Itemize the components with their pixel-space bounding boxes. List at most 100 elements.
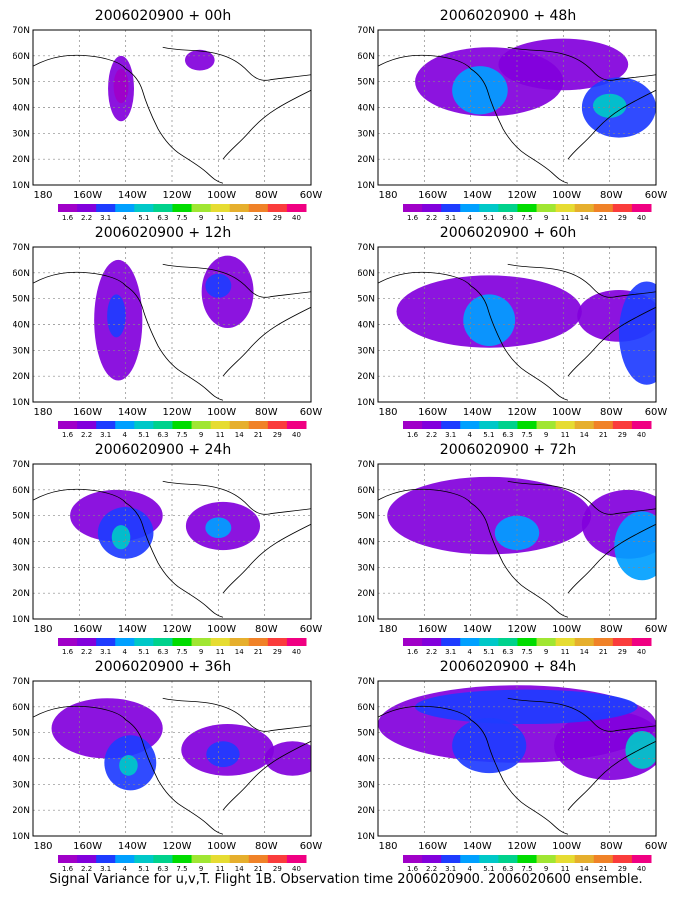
- longitude-label: 180: [378, 190, 397, 201]
- map-frame: [32, 29, 312, 186]
- colorbar-label: 14: [235, 214, 244, 222]
- colorbar-label: 9: [199, 431, 203, 439]
- longitude-label: 120W: [508, 841, 537, 852]
- latitude-label: 10N: [13, 181, 30, 191]
- longitude-label: 160W: [418, 841, 447, 852]
- colorbar-label: 6.3: [502, 865, 513, 873]
- latitude-label: 60N: [13, 703, 30, 713]
- colorbar-swatch: [536, 204, 557, 212]
- colorbar-label: 9: [199, 865, 203, 873]
- colorbar-label: 9: [544, 214, 548, 222]
- longitude-label: 120W: [163, 407, 192, 418]
- variance-contour: [614, 511, 656, 581]
- latitude-label: 50N: [358, 512, 375, 522]
- longitude-label: 60W: [300, 841, 323, 852]
- colorbar-swatch: [286, 204, 307, 212]
- colorbar-label: 3.1: [100, 431, 111, 439]
- latitude-label: 10N: [358, 181, 375, 191]
- colorbar-label: 3.1: [100, 214, 111, 222]
- latitude-label: 30N: [13, 129, 30, 139]
- latitude-label: 40N: [358, 321, 375, 331]
- longitude-label: 160W: [418, 624, 447, 635]
- longitude-label: 140W: [118, 407, 147, 418]
- colorbar-swatch: [210, 638, 231, 646]
- colorbar-label: 21: [254, 431, 263, 439]
- colorbar-label: 1.6: [62, 865, 74, 873]
- colorbar-swatch: [441, 204, 461, 212]
- colorbar-label: 21: [254, 648, 263, 656]
- longitude-label: 120W: [163, 190, 192, 201]
- longitude-label: 80W: [255, 841, 278, 852]
- longitude-label: 100W: [552, 190, 581, 201]
- longitude-label: 120W: [508, 407, 537, 418]
- colorbar-swatch: [153, 421, 173, 429]
- longitude-label: 140W: [463, 624, 492, 635]
- colorbar-swatch: [210, 204, 231, 212]
- colorbar-swatch: [479, 638, 499, 646]
- colorbar-swatch: [536, 638, 557, 646]
- colorbar-swatch: [115, 204, 135, 212]
- colorbar-label: 5.1: [138, 648, 149, 656]
- latitude-label: 60N: [13, 269, 30, 279]
- colorbar-label: 14: [235, 865, 244, 873]
- longitude-label: 60W: [645, 624, 668, 635]
- variance-contour: [463, 294, 516, 347]
- colorbar-label: 4: [468, 214, 473, 222]
- variance-contour: [113, 68, 129, 104]
- longitude-label: 80W: [255, 407, 278, 418]
- latitude-label: 60N: [13, 486, 30, 496]
- latitude-label: 50N: [358, 729, 375, 739]
- panel-title: 2006020900 + 60h: [439, 225, 577, 241]
- latitude-label: 30N: [13, 563, 30, 573]
- colorbar-swatch: [248, 855, 269, 863]
- colorbar-swatch: [422, 638, 442, 646]
- longitude-label: 180: [378, 407, 397, 418]
- colorbar-label: 3.1: [445, 648, 456, 656]
- colorbar-swatch: [574, 421, 595, 429]
- colorbar-swatch: [153, 855, 173, 863]
- longitude-label: 100W: [552, 841, 581, 852]
- colorbar-swatch: [574, 204, 595, 212]
- colorbar-swatch: [479, 204, 499, 212]
- colorbar-swatch: [422, 855, 442, 863]
- longitude-label: 120W: [163, 841, 192, 852]
- colorbar-label: 1.6: [407, 214, 419, 222]
- latitude-label: 10N: [358, 398, 375, 408]
- colorbar-swatch: [248, 421, 269, 429]
- colorbar-swatch: [612, 204, 633, 212]
- coastline: [378, 263, 656, 401]
- colorbar-label: 21: [599, 431, 608, 439]
- colorbar-swatch: [403, 638, 423, 646]
- colorbar-label: 29: [618, 865, 627, 873]
- colorbar-swatch: [460, 638, 480, 646]
- colorbar-label: 14: [580, 648, 589, 656]
- coastline: [33, 46, 311, 184]
- colorbar-label: 3.1: [100, 865, 111, 873]
- colorbar-label: 7.5: [521, 648, 532, 656]
- map-frame: [377, 463, 657, 620]
- coastline: [378, 697, 656, 835]
- panel-title: 2006020900 + 24h: [94, 442, 232, 458]
- colorbar-swatch: [631, 638, 652, 646]
- map-frame: [377, 680, 657, 837]
- panel-title: 2006020900 + 48h: [439, 8, 577, 24]
- colorbar-swatch: [593, 204, 614, 212]
- colorbar-label: 29: [273, 431, 282, 439]
- longitude-label: 120W: [163, 624, 192, 635]
- longitude-label: 160W: [418, 407, 447, 418]
- colorbar-label: 3.1: [445, 865, 456, 873]
- colorbar-swatch: [58, 421, 78, 429]
- colorbar-swatch: [422, 421, 442, 429]
- colorbar-swatch: [403, 421, 423, 429]
- colorbar-label: 5.1: [138, 431, 149, 439]
- latitude-label: 60N: [358, 52, 375, 62]
- colorbar-swatch: [115, 855, 135, 863]
- longitude-label: 160W: [418, 190, 447, 201]
- latitude-label: 70N: [358, 677, 375, 687]
- colorbar-swatch: [191, 204, 212, 212]
- longitude-label: 60W: [300, 407, 323, 418]
- map-panel: 2006020900 + 72h 70N 60N 50N 40N 30N 20N 10N 180…: [358, 442, 667, 657]
- colorbar-label: 4: [123, 214, 128, 222]
- colorbar-swatch: [441, 421, 461, 429]
